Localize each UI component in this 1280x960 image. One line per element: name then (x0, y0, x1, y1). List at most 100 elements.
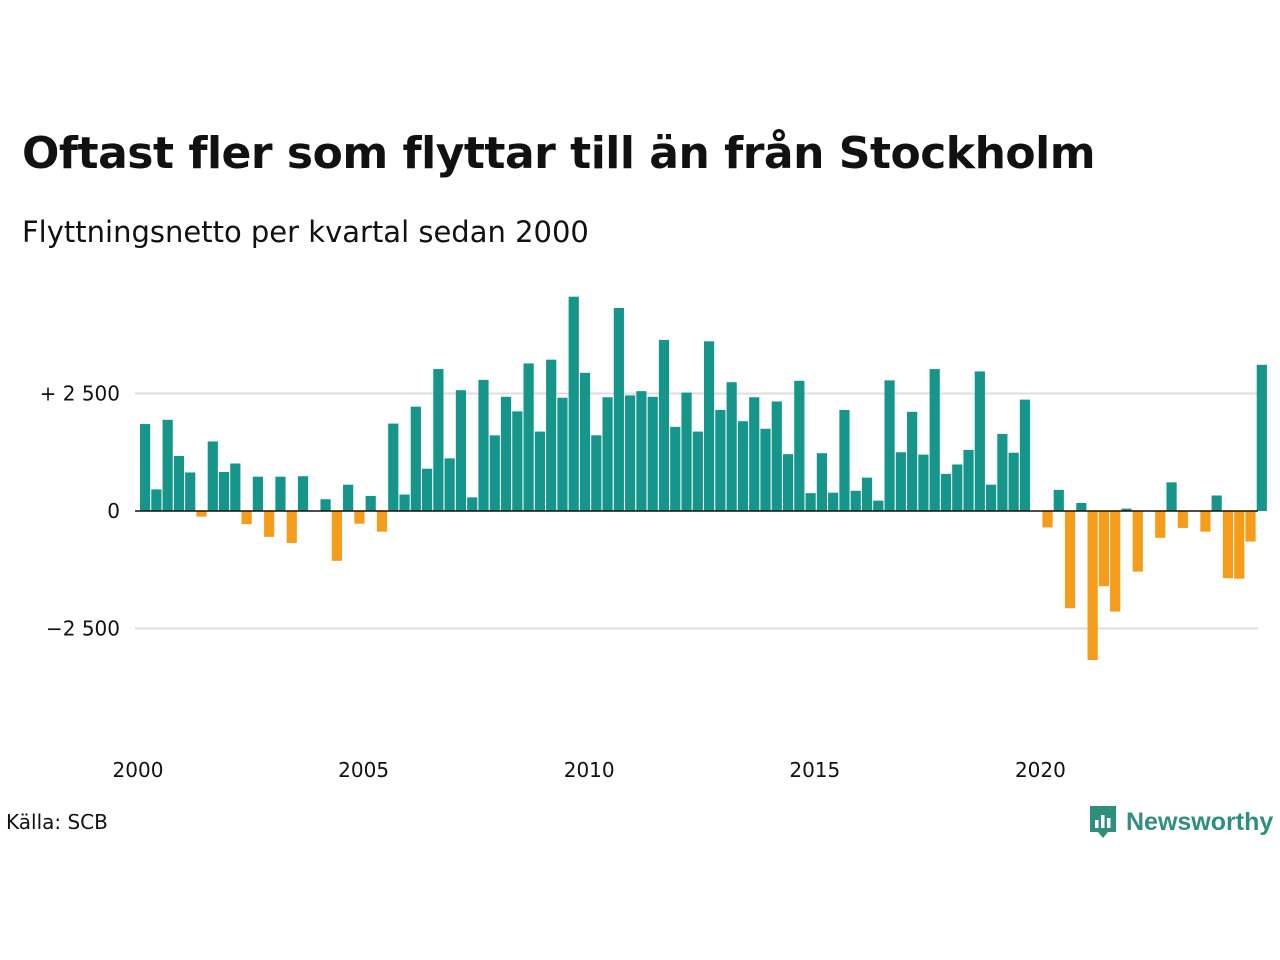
bar (918, 454, 929, 511)
bar (839, 409, 850, 511)
bar (140, 424, 151, 511)
bar (331, 511, 342, 561)
bar (275, 476, 286, 511)
bar (218, 471, 230, 511)
bar (1076, 503, 1087, 511)
bar (681, 392, 692, 511)
bar (625, 395, 636, 511)
bar (1098, 511, 1109, 587)
bar (422, 468, 433, 511)
bar (399, 494, 410, 511)
bar (613, 307, 624, 511)
bar (1155, 511, 1166, 538)
x-tick-label: 2000 (113, 758, 164, 782)
bar (974, 371, 985, 511)
bar (828, 492, 839, 511)
bar (467, 497, 478, 511)
bar (907, 411, 918, 511)
bar (737, 421, 749, 511)
bar (478, 379, 489, 511)
bar (410, 406, 421, 511)
bar (929, 369, 940, 511)
bar (704, 341, 715, 511)
x-tick-labels: 2000 2005 2010 2015 2020 (113, 758, 1066, 782)
bar (500, 396, 512, 511)
bar (376, 511, 388, 532)
bar (1234, 511, 1245, 579)
bar (1222, 511, 1234, 579)
bar (805, 493, 816, 511)
bar (692, 431, 703, 511)
bar (196, 511, 207, 517)
bar (602, 397, 613, 511)
bar (1019, 399, 1031, 511)
bar (940, 473, 952, 511)
bar (895, 452, 906, 511)
bar (1245, 511, 1256, 542)
bar (986, 484, 997, 511)
chart-title: Oftast fler som flyttar till än från Sto… (22, 128, 1096, 179)
bar (388, 423, 399, 511)
bar (534, 431, 545, 511)
bar (320, 499, 331, 511)
y-tick-label: 0 (107, 499, 120, 523)
bar (715, 409, 726, 511)
bar (455, 390, 467, 511)
y-tick-label: + 2 500 (40, 382, 120, 406)
bar (151, 489, 162, 511)
bar (1166, 482, 1177, 511)
bar (1053, 489, 1064, 511)
y-tick-label: −2 500 (46, 617, 120, 641)
bar (1200, 511, 1211, 532)
bar (997, 433, 1008, 511)
source-note: Källa: SCB (6, 810, 108, 834)
bar (873, 500, 884, 511)
bar (489, 435, 500, 511)
bar (749, 397, 760, 511)
bar (286, 511, 297, 543)
grid-lines (135, 392, 1258, 630)
bar (952, 464, 963, 511)
bar (1211, 495, 1222, 511)
bar (963, 449, 974, 511)
bar (794, 380, 805, 511)
bar (1008, 452, 1019, 511)
bar-chart: + 2 500 0 −2 500 2000 2005 2010 2015 2020 (40, 296, 1267, 782)
bar (546, 359, 557, 511)
bar (1121, 508, 1132, 511)
bar (1256, 364, 1267, 511)
bar (568, 296, 579, 511)
bar (354, 511, 365, 524)
bar (670, 426, 681, 511)
bar (444, 458, 455, 511)
bar (207, 441, 218, 511)
bar (850, 490, 861, 511)
bar (173, 456, 185, 511)
bar (230, 463, 241, 511)
bar (636, 391, 647, 511)
bar (771, 401, 782, 511)
bar (162, 419, 173, 511)
brand-name: Newsworthy (1126, 807, 1274, 836)
bar (523, 363, 534, 511)
bar (433, 369, 444, 511)
x-tick-label: 2015 (789, 758, 840, 782)
x-tick-label: 2010 (564, 758, 615, 782)
bar (1177, 511, 1188, 528)
bar (1110, 511, 1121, 612)
bar (252, 476, 263, 511)
newsworthy-logo-icon (1090, 806, 1116, 838)
bar (343, 484, 354, 511)
bar (185, 472, 196, 511)
chart-subtitle: Flyttningsnetto per kvartal sedan 2000 (22, 215, 589, 249)
bar (861, 477, 873, 511)
bar (1064, 511, 1076, 609)
bar (760, 428, 771, 511)
bar (726, 382, 737, 511)
bar (647, 396, 658, 511)
newsworthy-logo[interactable]: Newsworthy (1088, 804, 1273, 840)
bar (591, 435, 602, 511)
bar (1042, 511, 1053, 528)
bar (241, 511, 252, 525)
y-tick-labels: + 2 500 0 −2 500 (40, 382, 120, 641)
